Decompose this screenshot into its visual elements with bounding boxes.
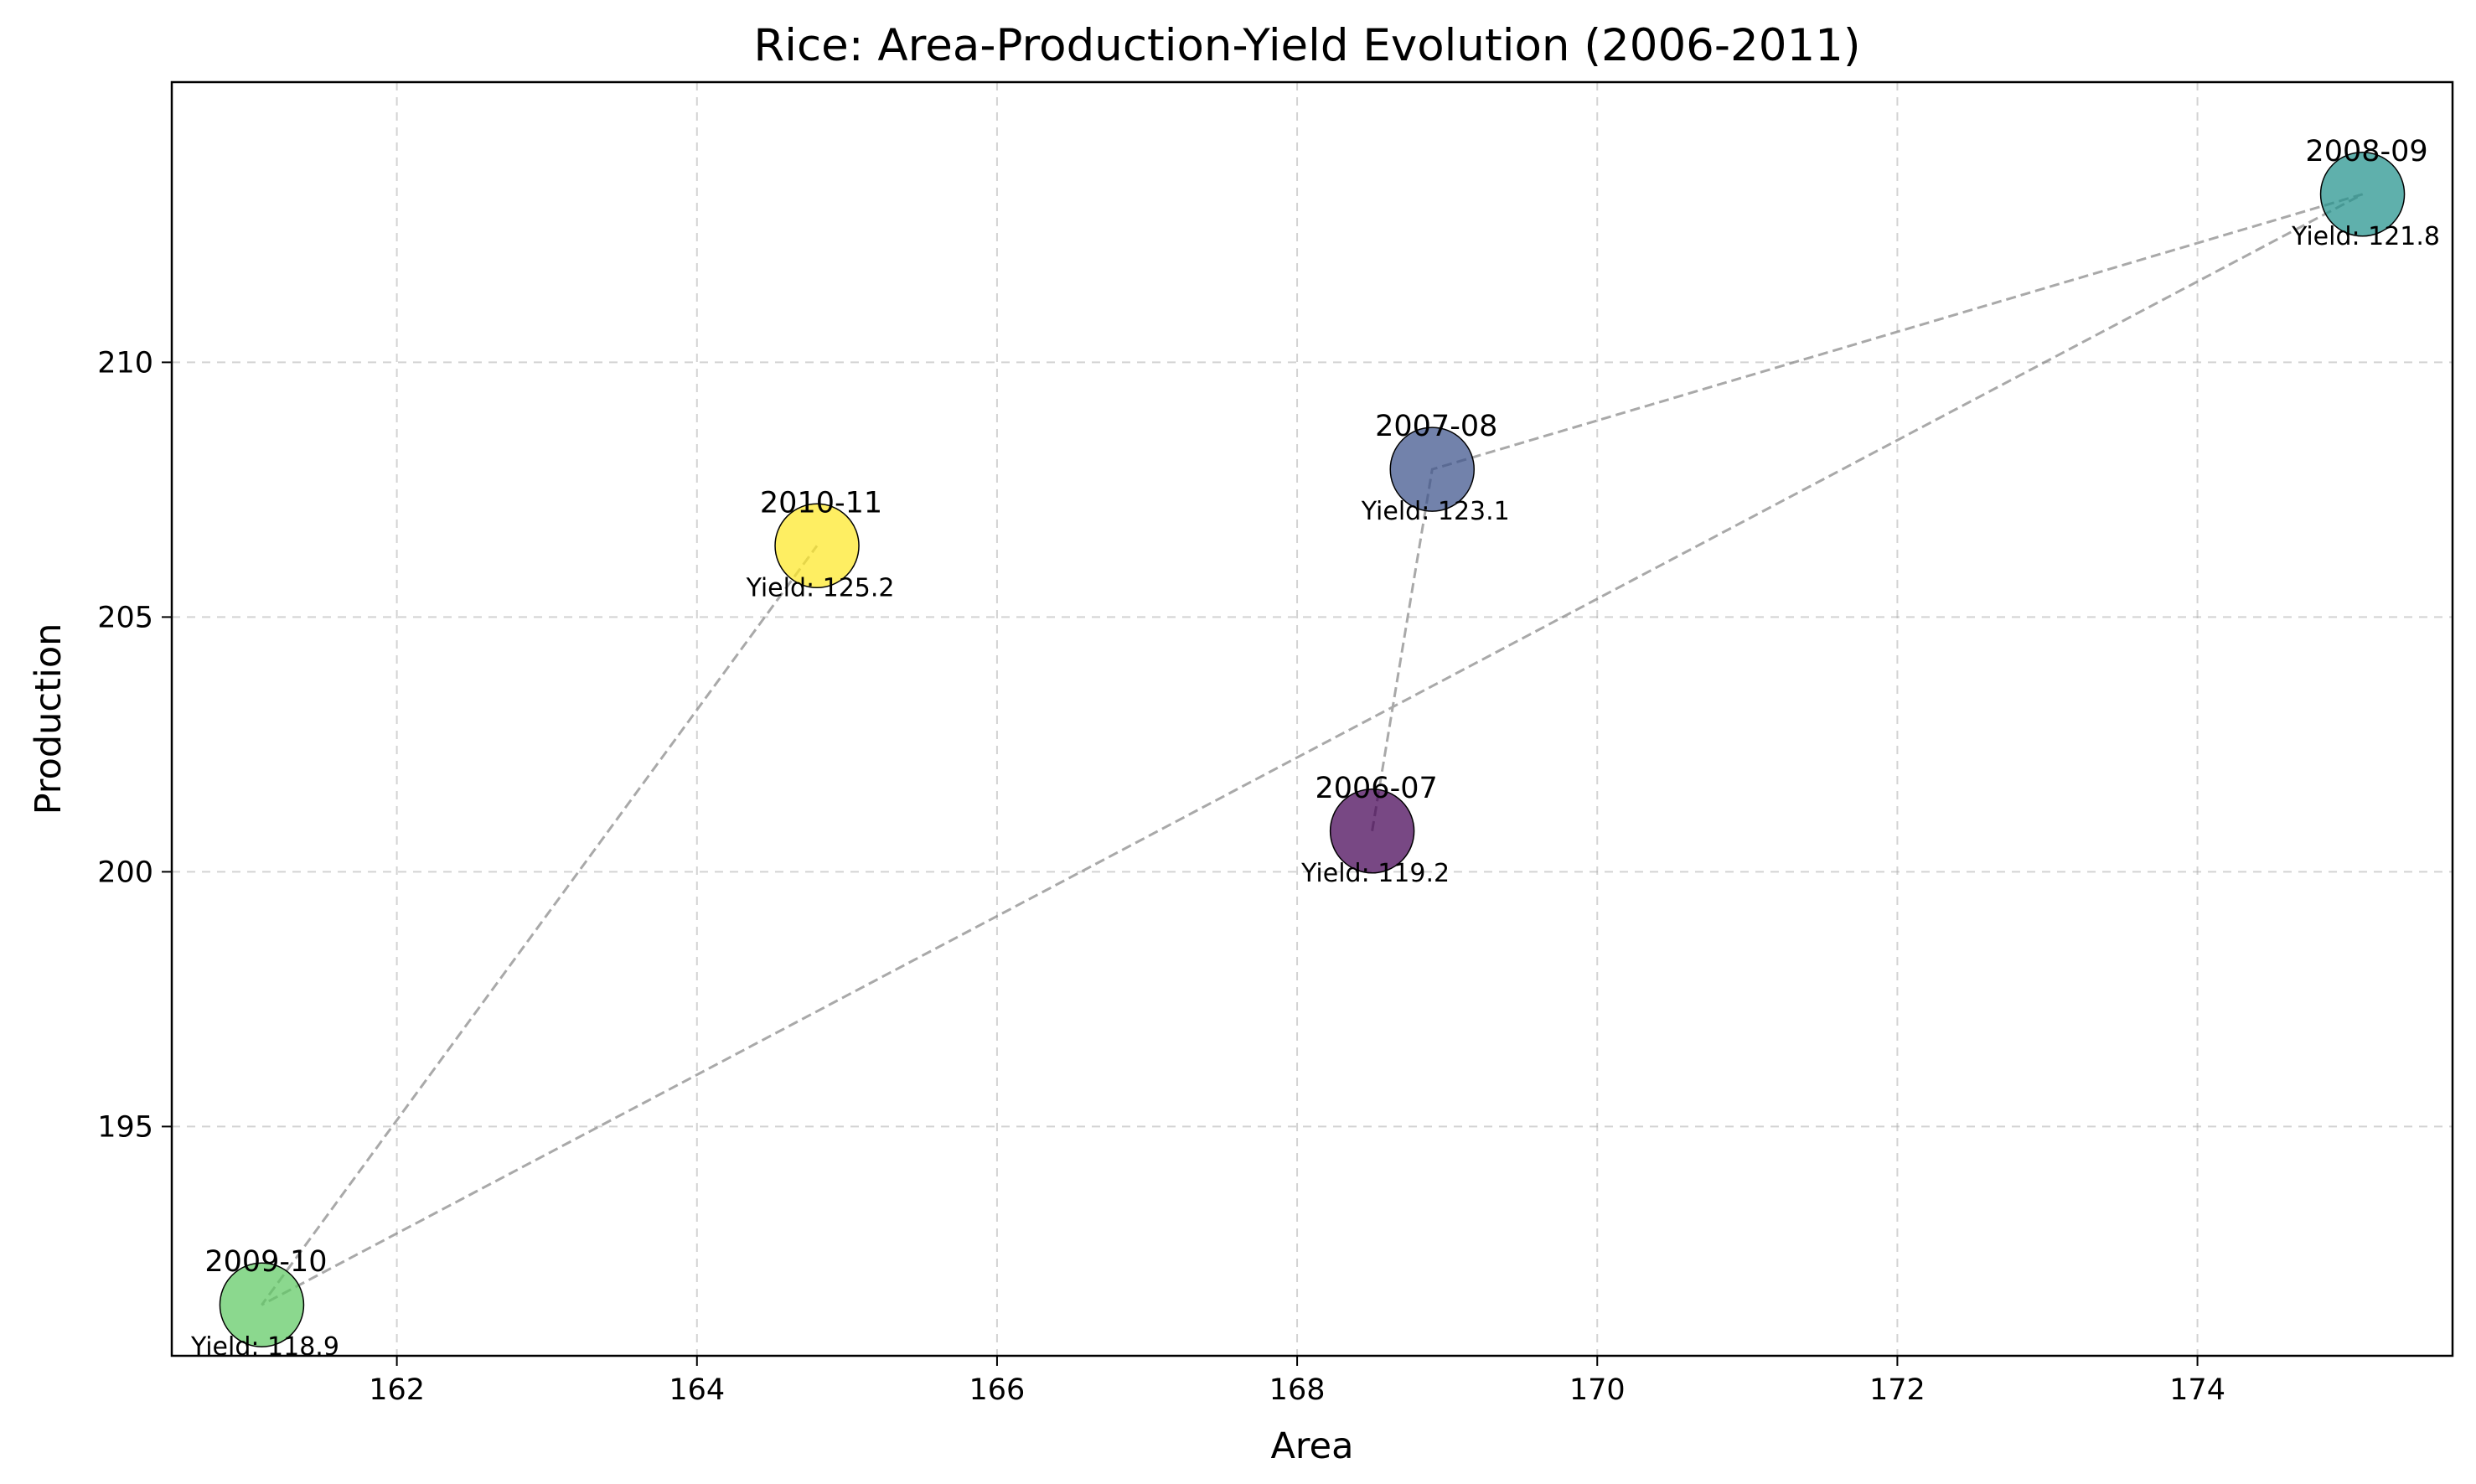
y-axis-ticks: 195 200 205 210 <box>97 346 172 1144</box>
x-axis-ticks: 162 164 166 168 170 172 174 <box>369 1356 2225 1407</box>
x-tick-label: 172 <box>1869 1373 1925 1407</box>
x-tick-label: 162 <box>369 1373 425 1407</box>
label-layer: 2006-07 Yield: 119.2 2007-08 Yield: 123.1 20… <box>190 135 2440 1362</box>
x-tick-label: 168 <box>1269 1373 1326 1407</box>
point-yield-label: Yield: 118.9 <box>190 1332 339 1362</box>
point-yield-label: Yield: 123.1 <box>1361 497 1510 526</box>
point-period-label: 2009-10 <box>204 1245 327 1279</box>
x-axis-label: Area <box>1271 1425 1354 1467</box>
point-yield-label: Yield: 121.8 <box>2291 222 2440 251</box>
point-period-label: 2008-09 <box>2305 135 2427 168</box>
y-tick-label: 195 <box>97 1110 153 1144</box>
point-period-label: 2010-11 <box>760 486 882 520</box>
point-yield-label: Yield: 125.2 <box>746 573 895 602</box>
point-yield-label: Yield: 119.2 <box>1300 859 1450 888</box>
x-tick-label: 166 <box>969 1373 1026 1407</box>
x-tick-label: 174 <box>2169 1373 2225 1407</box>
y-tick-label: 205 <box>97 601 153 634</box>
x-tick-label: 170 <box>1569 1373 1626 1407</box>
grid-layer <box>172 82 2453 1356</box>
point-period-label: 2007-08 <box>1375 410 1497 443</box>
point-period-label: 2006-07 <box>1316 772 1438 805</box>
bubble-point <box>1389 427 1476 512</box>
bubble-point <box>1329 789 1415 874</box>
bubble-point <box>2319 152 2406 237</box>
bubble-layer <box>219 152 2406 1347</box>
y-tick-label: 200 <box>97 856 153 889</box>
bubble-point <box>219 1262 305 1347</box>
bubble-point <box>774 503 860 589</box>
x-tick-label: 164 <box>669 1373 725 1407</box>
y-axis-label: Production <box>28 623 70 815</box>
plot-frame <box>170 80 2454 1357</box>
chart-title: Rice: Area-Production-Yield Evolution (2… <box>753 20 1860 71</box>
y-tick-label: 210 <box>97 346 153 380</box>
